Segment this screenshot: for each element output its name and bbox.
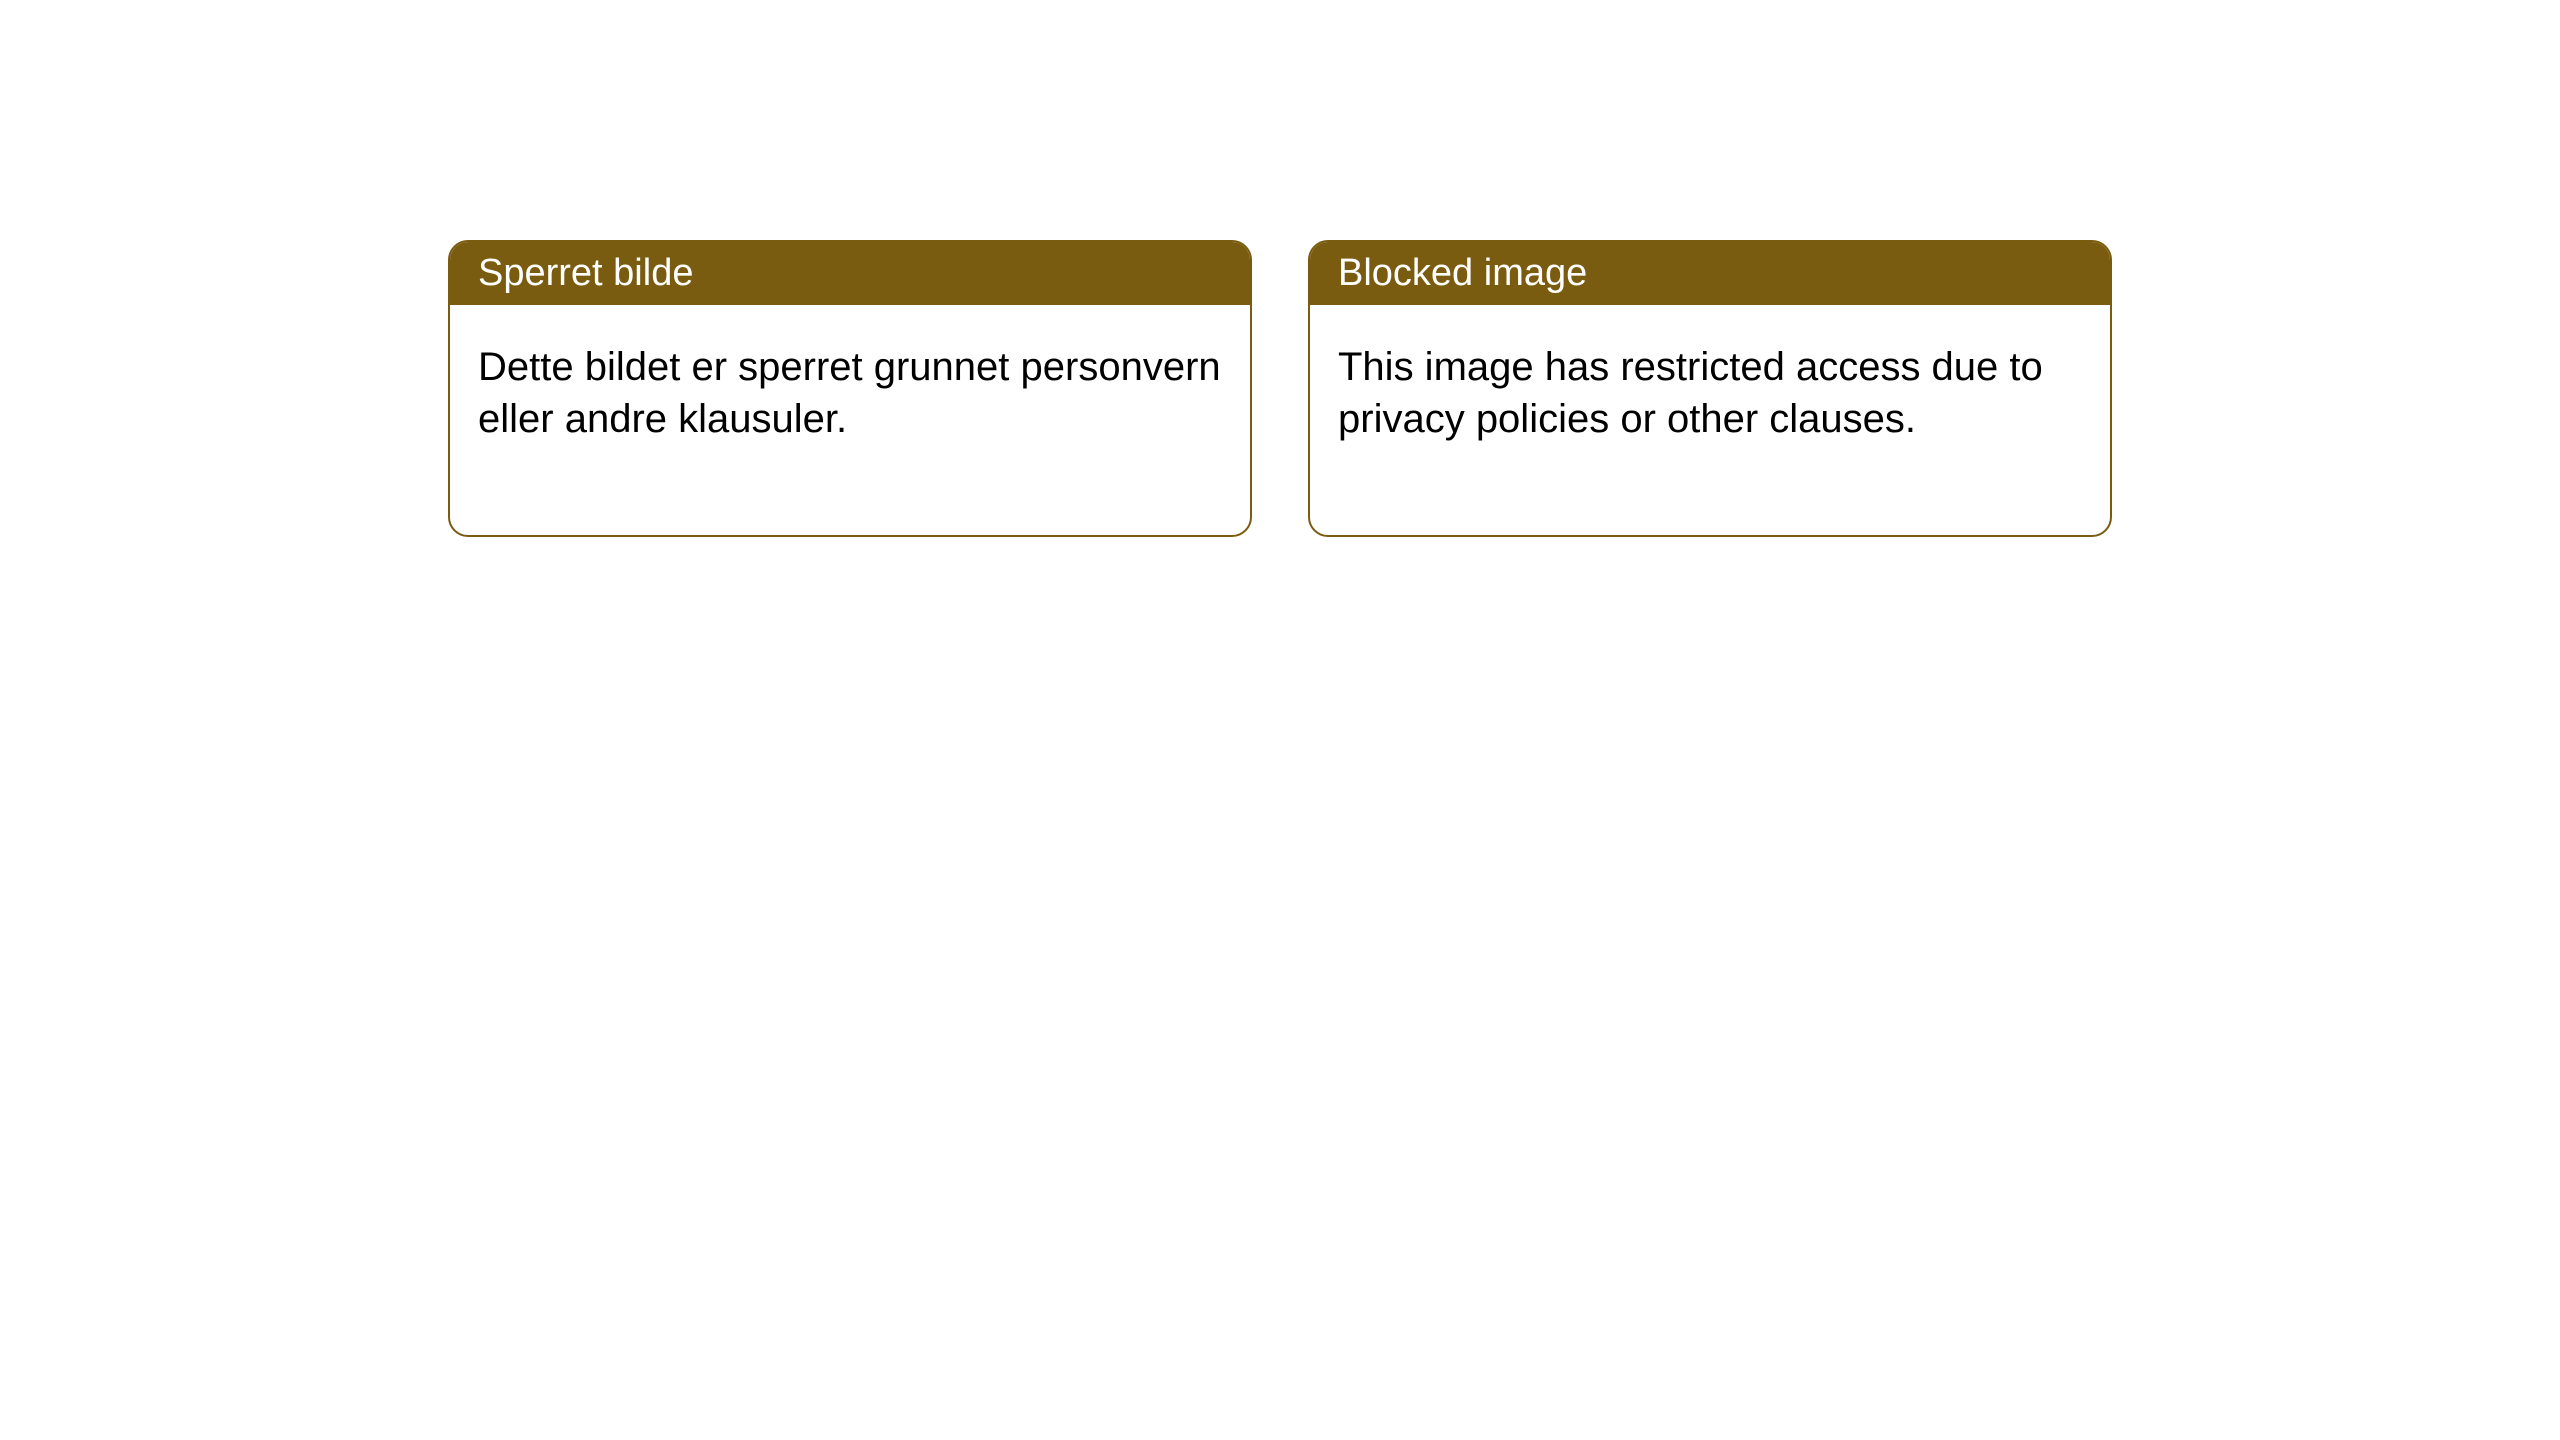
notice-title-norwegian: Sperret bilde: [450, 242, 1250, 305]
notice-card-norwegian: Sperret bilde Dette bildet er sperret gr…: [448, 240, 1252, 537]
notice-container: Sperret bilde Dette bildet er sperret gr…: [0, 0, 2560, 537]
notice-title-english: Blocked image: [1310, 242, 2110, 305]
notice-body-norwegian: Dette bildet er sperret grunnet personve…: [450, 305, 1250, 535]
notice-card-english: Blocked image This image has restricted …: [1308, 240, 2112, 537]
notice-body-english: This image has restricted access due to …: [1310, 305, 2110, 535]
